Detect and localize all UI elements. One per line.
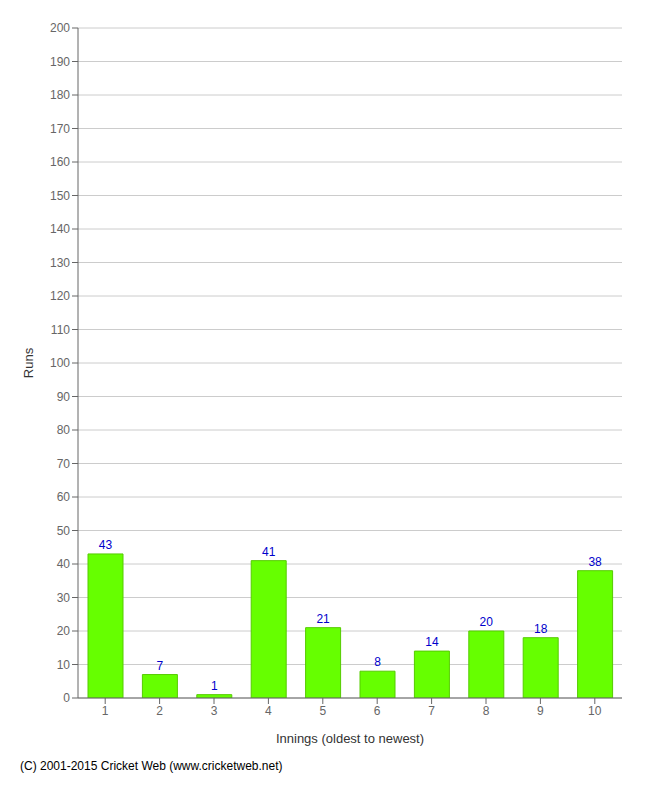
svg-text:10: 10: [57, 658, 71, 672]
svg-text:10: 10: [588, 704, 602, 718]
svg-text:150: 150: [50, 189, 70, 203]
svg-text:Runs: Runs: [21, 347, 36, 378]
svg-text:4: 4: [265, 704, 272, 718]
svg-text:140: 140: [50, 222, 70, 236]
svg-text:21: 21: [316, 612, 330, 626]
svg-text:130: 130: [50, 256, 70, 270]
svg-text:7: 7: [157, 659, 164, 673]
svg-text:8: 8: [483, 704, 490, 718]
svg-text:50: 50: [57, 524, 71, 538]
svg-text:40: 40: [57, 557, 71, 571]
svg-text:43: 43: [99, 538, 113, 552]
svg-text:3: 3: [211, 704, 218, 718]
svg-text:1: 1: [211, 679, 218, 693]
svg-text:30: 30: [57, 591, 71, 605]
svg-text:8: 8: [374, 655, 381, 669]
svg-text:100: 100: [50, 356, 70, 370]
svg-text:9: 9: [537, 704, 544, 718]
svg-text:38: 38: [588, 555, 602, 569]
svg-text:41: 41: [262, 545, 276, 559]
svg-text:80: 80: [57, 423, 71, 437]
svg-text:180: 180: [50, 88, 70, 102]
svg-text:2: 2: [156, 704, 163, 718]
svg-text:160: 160: [50, 155, 70, 169]
svg-text:5: 5: [319, 704, 326, 718]
svg-text:90: 90: [57, 390, 71, 404]
svg-text:7: 7: [428, 704, 435, 718]
svg-text:20: 20: [57, 624, 71, 638]
html-text:(C) 2001-2015 Cricket Web (www: (C) 2001-2015 Cricket Web (www.cricketwe…: [20, 759, 283, 773]
svg-text:14: 14: [425, 635, 439, 649]
svg-text:200: 200: [50, 21, 70, 35]
svg-text:60: 60: [57, 490, 71, 504]
svg-text:6: 6: [374, 704, 381, 718]
svg-text:1: 1: [102, 704, 109, 718]
svg-text:Innings (oldest to newest): Innings (oldest to newest): [276, 731, 424, 746]
svg-text:120: 120: [50, 289, 70, 303]
svg-text:170: 170: [50, 122, 70, 136]
svg-text:20: 20: [480, 615, 494, 629]
svg-text:0: 0: [63, 691, 70, 705]
svg-text:110: 110: [51, 323, 70, 337]
svg-text:70: 70: [57, 457, 71, 471]
svg-text:18: 18: [534, 622, 548, 636]
svg-text:190: 190: [50, 55, 70, 69]
